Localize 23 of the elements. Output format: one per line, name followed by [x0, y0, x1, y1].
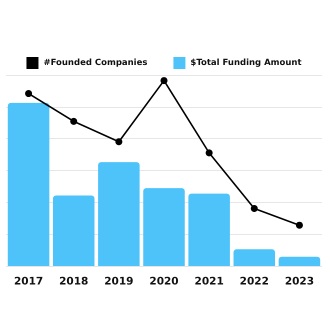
- x-tick-label: 2018: [59, 276, 88, 288]
- x-tick-label: 2017: [14, 276, 44, 288]
- legend-label: $Total Funding Amount: [190, 58, 302, 68]
- point: [115, 138, 122, 146]
- point: [70, 118, 78, 125]
- point: [206, 149, 213, 156]
- point: [25, 90, 32, 98]
- x-tick-label: 2020: [149, 276, 179, 288]
- point: [160, 77, 168, 84]
- bar: [234, 249, 276, 266]
- point: [250, 205, 258, 212]
- x-tick-label: 2021: [194, 276, 224, 288]
- bar: [278, 256, 320, 266]
- bar: [98, 162, 140, 266]
- bar: [8, 102, 50, 266]
- x-tick-label: 2019: [104, 276, 134, 288]
- x-tick-label: 2022: [240, 276, 269, 288]
- bar: [143, 188, 185, 266]
- point: [296, 222, 303, 229]
- bar: [52, 196, 94, 266]
- x-tick-label: 2023: [284, 276, 314, 288]
- bar: [188, 194, 230, 266]
- legend-label: #Founded Companies: [43, 58, 148, 68]
